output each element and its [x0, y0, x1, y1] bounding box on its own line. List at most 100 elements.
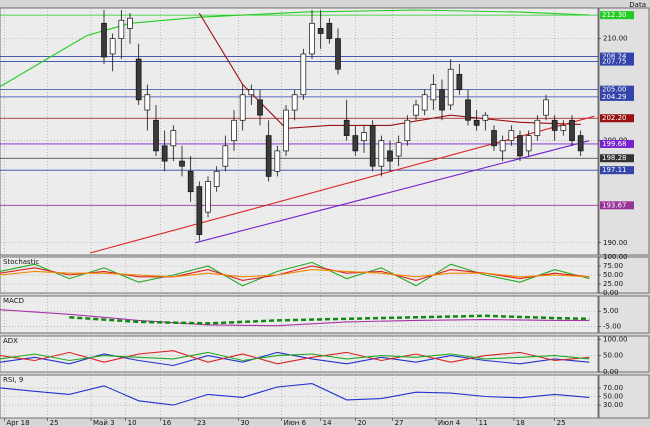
candle-body [274, 150, 281, 172]
candle-body [317, 28, 324, 34]
candle-body [395, 142, 402, 157]
series-line [194, 140, 590, 244]
y-tick-label: 75.00 [603, 262, 623, 270]
candle-body [343, 119, 350, 136]
y-tick-label: 5.00 [603, 307, 619, 315]
candle-body [127, 17, 133, 29]
panel [0, 256, 599, 294]
series-line [0, 351, 590, 367]
candle-body [473, 119, 480, 126]
x-tick-label: 20 [357, 419, 366, 427]
y-tick-label: 50.00 [603, 271, 623, 279]
candle-body [534, 119, 541, 136]
candle-body [144, 94, 151, 111]
level-box [600, 57, 634, 66]
x-tick-label: Июн 6 [284, 419, 307, 427]
candle-body [196, 186, 203, 235]
panel [0, 374, 599, 419]
series-line [0, 269, 590, 278]
candle-body [265, 135, 272, 177]
x-tick-label: 27 [395, 419, 404, 427]
candle-body [109, 38, 116, 55]
candle-body [499, 140, 506, 152]
candle-body [135, 58, 142, 101]
candle-body [465, 99, 471, 121]
level-box [600, 11, 634, 20]
candle-body [170, 130, 177, 147]
level-box [600, 52, 634, 61]
y-tick-label: 0.00 [603, 368, 619, 376]
x-tick-label: 14 [323, 419, 332, 427]
candle-body [248, 89, 255, 96]
candle-body [205, 181, 211, 213]
candle-body [508, 130, 515, 142]
candle-body [517, 135, 523, 157]
candle-body [447, 68, 454, 106]
x-tick-label: 10 [128, 419, 137, 427]
y-tick-label: 100.00 [603, 253, 628, 261]
candle-body [456, 73, 463, 91]
label-column [598, 295, 650, 334]
series-line [0, 309, 590, 327]
x-tick-label: 23 [197, 419, 206, 427]
series-line [0, 9, 590, 88]
candle-body [421, 94, 428, 111]
series-line [0, 261, 590, 287]
x-tick-label: 11 [479, 419, 488, 427]
series-line [0, 350, 590, 365]
y-tick-label: 190.00 [603, 239, 628, 247]
level-box [600, 139, 634, 148]
candle-body [430, 84, 437, 101]
level-box [600, 92, 634, 101]
candle-body [257, 99, 263, 116]
level-box [600, 201, 634, 210]
series-line [0, 383, 590, 406]
x-tick-label: Apr 18 [6, 419, 29, 427]
candle-body [560, 125, 567, 131]
label-column [598, 7, 650, 256]
y-tick-label: 0.00 [603, 289, 619, 297]
label-column [598, 335, 650, 373]
candle-body [439, 89, 445, 111]
x-tick-label: Июл 4 [438, 419, 461, 427]
y-tick-label: 30.00 [603, 401, 623, 409]
y-tick-label: 25.00 [603, 280, 623, 288]
panel-title: RSI, 9 [3, 376, 23, 384]
candle-body [491, 130, 497, 147]
series-line [0, 351, 590, 362]
x-tick-label: 25 [557, 419, 566, 427]
candle-body [569, 119, 575, 142]
candle-body [352, 135, 359, 152]
candle-body [387, 150, 393, 162]
x-tick-label: 30 [240, 419, 249, 427]
panel [0, 7, 599, 256]
candle-body [118, 19, 125, 39]
y-tick-label: -5.00 [603, 322, 621, 330]
level-box [600, 154, 634, 163]
x-tick-label: 18 [516, 419, 525, 427]
candle-body [291, 94, 298, 111]
candle-body [404, 119, 411, 142]
level-label: 208.24 [602, 53, 627, 61]
candle-body [179, 160, 185, 167]
candle-body [551, 119, 558, 131]
candle-body [525, 135, 532, 152]
y-tick-label: 100.00 [603, 335, 628, 343]
candle-body [283, 109, 289, 152]
y-tick-label: 210.00 [603, 35, 628, 43]
level-box [600, 166, 634, 175]
candle-body [543, 99, 549, 116]
panel-title: Data [629, 1, 646, 9]
panel-title: ADX [3, 337, 18, 345]
series-line [69, 314, 590, 325]
candle-body [577, 135, 584, 152]
candle-body [239, 94, 246, 121]
candle-body [335, 38, 341, 70]
candle-body [153, 119, 159, 152]
y-tick-label: 50.00 [603, 352, 623, 360]
candle-body [326, 22, 333, 39]
candle-body [101, 22, 107, 58]
level-label: 205.00 [602, 86, 627, 94]
